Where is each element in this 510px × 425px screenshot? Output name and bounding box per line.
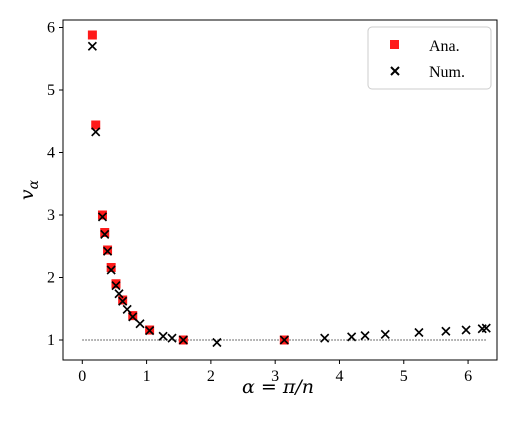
num-point (97, 212, 108, 222)
ana-point (103, 245, 113, 255)
legend-marker-num (390, 66, 400, 76)
num-point (145, 326, 155, 336)
num-point (91, 127, 101, 137)
y-axis-label: vα (16, 179, 42, 200)
y-tick-label: 6 (47, 20, 55, 37)
y-tick-label: 2 (47, 270, 55, 287)
num-point (481, 323, 491, 333)
num-point (111, 281, 121, 291)
ana-point (111, 279, 121, 289)
num-point (212, 337, 222, 348)
num-point (122, 304, 132, 314)
ana-point (106, 263, 116, 272)
ana-point (97, 210, 107, 220)
ana-point (100, 228, 110, 237)
num-point (102, 246, 113, 256)
num-point (461, 325, 471, 335)
num-point (135, 319, 145, 329)
x-tick-label: 3 (271, 368, 279, 385)
num-point (178, 335, 188, 345)
num-point (106, 265, 116, 275)
y-axis-label-subscript: α (26, 179, 42, 189)
num-point (128, 312, 138, 322)
plot-frame (62, 19, 498, 361)
num-point (100, 229, 110, 239)
num-point (414, 327, 424, 338)
legend: Ana. Num. (367, 26, 492, 90)
x-axis-ticks: 0 1 2 3 4 5 6 (78, 360, 472, 385)
x-tick-label: 2 (207, 368, 215, 385)
y-tick-label: 4 (47, 145, 55, 162)
y-axis-label-main: v (16, 189, 38, 200)
num-point (360, 331, 370, 341)
y-axis-ticks: 1 2 3 4 5 6 (47, 20, 63, 349)
num-point (279, 335, 289, 345)
x-tick-label: 0 (78, 368, 86, 385)
ana-point (118, 295, 128, 305)
ana-point (87, 30, 97, 40)
y-tick-label: 1 (47, 332, 55, 349)
y-tick-label: 5 (47, 82, 55, 99)
legend-label-num: Num. (429, 64, 465, 81)
x-tick-label: 1 (143, 368, 151, 385)
legend-label-ana: Ana. (429, 38, 460, 55)
x-tick-label: 5 (400, 368, 408, 385)
num-point (320, 333, 330, 343)
num-point (347, 332, 357, 342)
num-point (441, 326, 451, 336)
y-tick-label: 3 (47, 207, 55, 224)
x-tick-label: 4 (335, 368, 343, 385)
ana-point (128, 311, 138, 321)
num-point (114, 289, 124, 299)
ana-point (91, 120, 101, 130)
num-point (118, 296, 128, 306)
num-point (87, 41, 97, 51)
legend-marker-ana (390, 40, 399, 49)
data-series (87, 30, 491, 348)
x-tick-label: 6 (464, 368, 472, 385)
num-point (167, 333, 177, 343)
num-point (380, 329, 390, 339)
x-axis-label: α = π/n (242, 376, 314, 398)
num-point (158, 331, 168, 341)
